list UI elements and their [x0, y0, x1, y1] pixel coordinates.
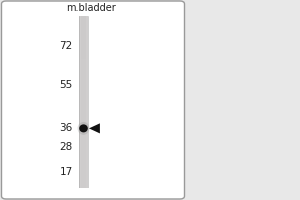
- Text: 36: 36: [59, 123, 73, 133]
- Bar: [81, 123, 86, 145]
- Ellipse shape: [79, 124, 88, 132]
- Bar: [81, 166, 86, 188]
- Bar: [81, 59, 86, 80]
- Bar: [81, 80, 86, 102]
- Bar: [81, 102, 86, 123]
- Text: 72: 72: [59, 41, 73, 51]
- Text: 55: 55: [59, 80, 73, 90]
- Text: 17: 17: [59, 167, 73, 177]
- Bar: [81, 145, 86, 166]
- Ellipse shape: [77, 122, 89, 135]
- Text: m.bladder: m.bladder: [66, 3, 116, 13]
- Text: 28: 28: [59, 142, 73, 152]
- Bar: [81, 16, 86, 38]
- Bar: [79, 16, 88, 188]
- Polygon shape: [89, 123, 100, 133]
- Bar: [81, 38, 86, 59]
